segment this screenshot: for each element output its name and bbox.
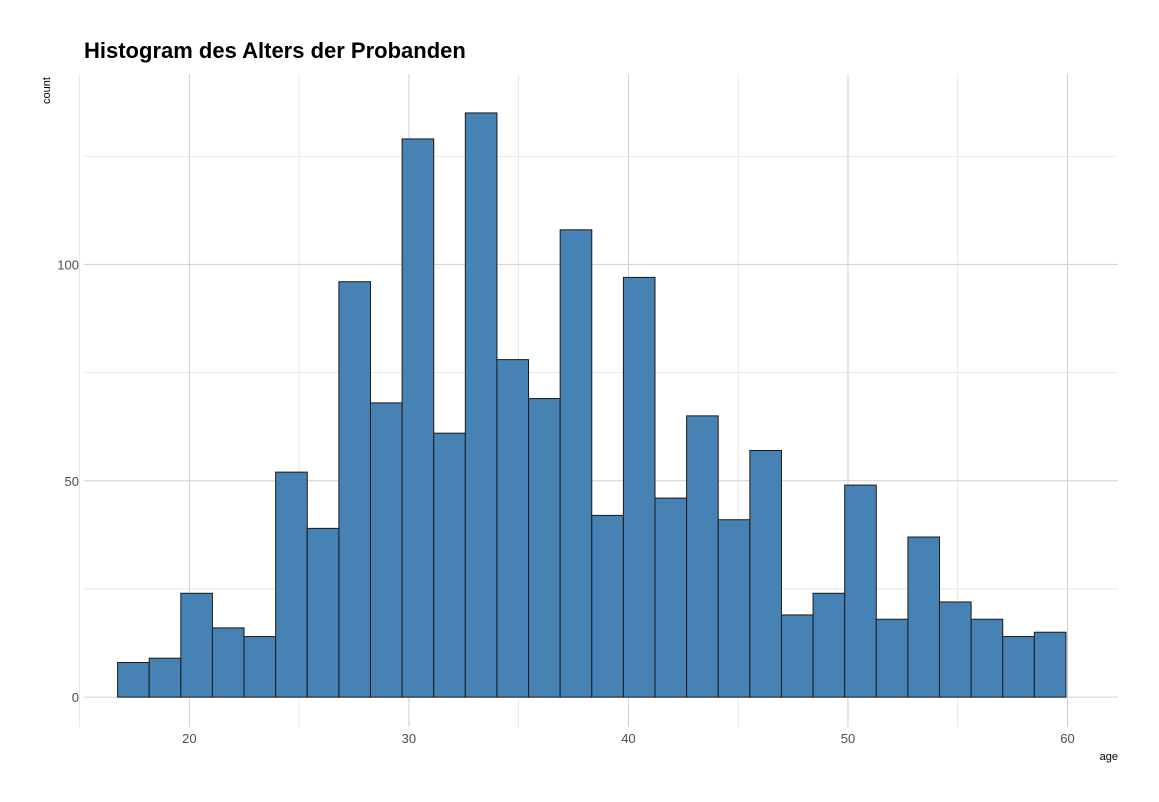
- histogram-bar-23: [812, 592, 846, 698]
- histogram-bar-5: [243, 636, 277, 698]
- histogram-bar-4: [211, 627, 245, 698]
- histogram-bar-19: [686, 415, 719, 698]
- histogram-bar-1: [117, 662, 150, 698]
- x-tick-label: 60: [1060, 731, 1074, 746]
- histogram-bar-18: [654, 497, 688, 698]
- histogram-bar-8: [338, 281, 371, 698]
- y-tick-label: 100: [57, 257, 79, 272]
- y-axis-label: count: [41, 77, 53, 104]
- chart-title: Histogram des Alters der Probanden: [84, 38, 466, 63]
- histogram-bar-27: [939, 601, 972, 698]
- histogram-bar-14: [528, 398, 561, 698]
- histogram-bar-12: [464, 112, 498, 698]
- x-axis-label: age: [1100, 751, 1118, 763]
- histogram-bar-24: [844, 484, 877, 698]
- histogram-bars: [117, 112, 1067, 698]
- y-tick-label: 0: [72, 690, 79, 705]
- x-tick-label: 40: [621, 731, 635, 746]
- histogram-bar-13: [496, 359, 530, 698]
- x-tick-label: 20: [182, 731, 196, 746]
- x-tick-label: 50: [841, 731, 855, 746]
- histogram-bar-15: [559, 229, 593, 698]
- histogram-bar-9: [369, 402, 403, 698]
- histogram-bar-7: [306, 527, 340, 698]
- histogram-bar-11: [433, 432, 466, 698]
- histogram-bar-28: [970, 618, 1004, 698]
- histogram-bar-29: [1002, 636, 1035, 698]
- histogram-bar-22: [780, 614, 814, 698]
- y-tick-label: 50: [65, 474, 79, 489]
- histogram-bar-3: [180, 592, 213, 698]
- histogram-bar-6: [275, 471, 308, 698]
- x-axis-ticks: 20 30 40 50 60: [182, 731, 1075, 746]
- histogram-bar-26: [907, 536, 941, 698]
- histogram-bar-2: [148, 657, 182, 698]
- histogram-bar-30: [1033, 631, 1067, 698]
- histogram-bar-25: [875, 618, 909, 698]
- histogram-bar-10: [401, 138, 435, 698]
- histogram-bar-20: [717, 519, 751, 698]
- x-tick-label: 30: [402, 731, 416, 746]
- y-axis-ticks: 0 50 100: [57, 257, 79, 705]
- histogram-bar-21: [749, 449, 782, 698]
- histogram-bar-16: [591, 514, 624, 698]
- histogram-bar-17: [622, 276, 656, 698]
